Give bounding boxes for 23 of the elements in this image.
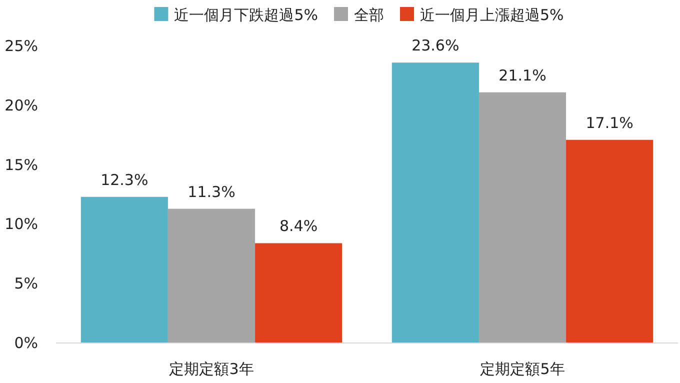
bar	[392, 62, 479, 343]
y-tick-label: 25%	[4, 37, 38, 55]
data-label: 11.3%	[188, 182, 236, 201]
bar	[168, 208, 256, 343]
bar	[566, 140, 654, 343]
data-label: 12.3%	[100, 170, 148, 189]
legend-label: 全部	[354, 6, 384, 24]
y-tick-label: 0%	[14, 334, 38, 352]
data-label: 8.4%	[280, 217, 318, 236]
data-label: 23.6%	[412, 36, 460, 55]
bar	[478, 92, 566, 343]
legend-label: 近一個月上漲超過5%	[420, 6, 564, 24]
x-tick-label: 定期定額3年	[169, 360, 254, 378]
legend-label: 近一個月下跌超過5%	[174, 6, 318, 24]
y-tick-label: 10%	[4, 215, 38, 234]
y-tick-label: 15%	[4, 156, 38, 174]
data-label: 17.1%	[586, 114, 634, 132]
x-tick-label: 定期定額5年	[480, 360, 565, 378]
bar	[80, 196, 168, 343]
bar	[255, 243, 342, 343]
y-tick-label: 5%	[14, 274, 38, 293]
data-label: 21.1%	[498, 66, 546, 84]
y-tick-label: 20%	[4, 96, 38, 114]
